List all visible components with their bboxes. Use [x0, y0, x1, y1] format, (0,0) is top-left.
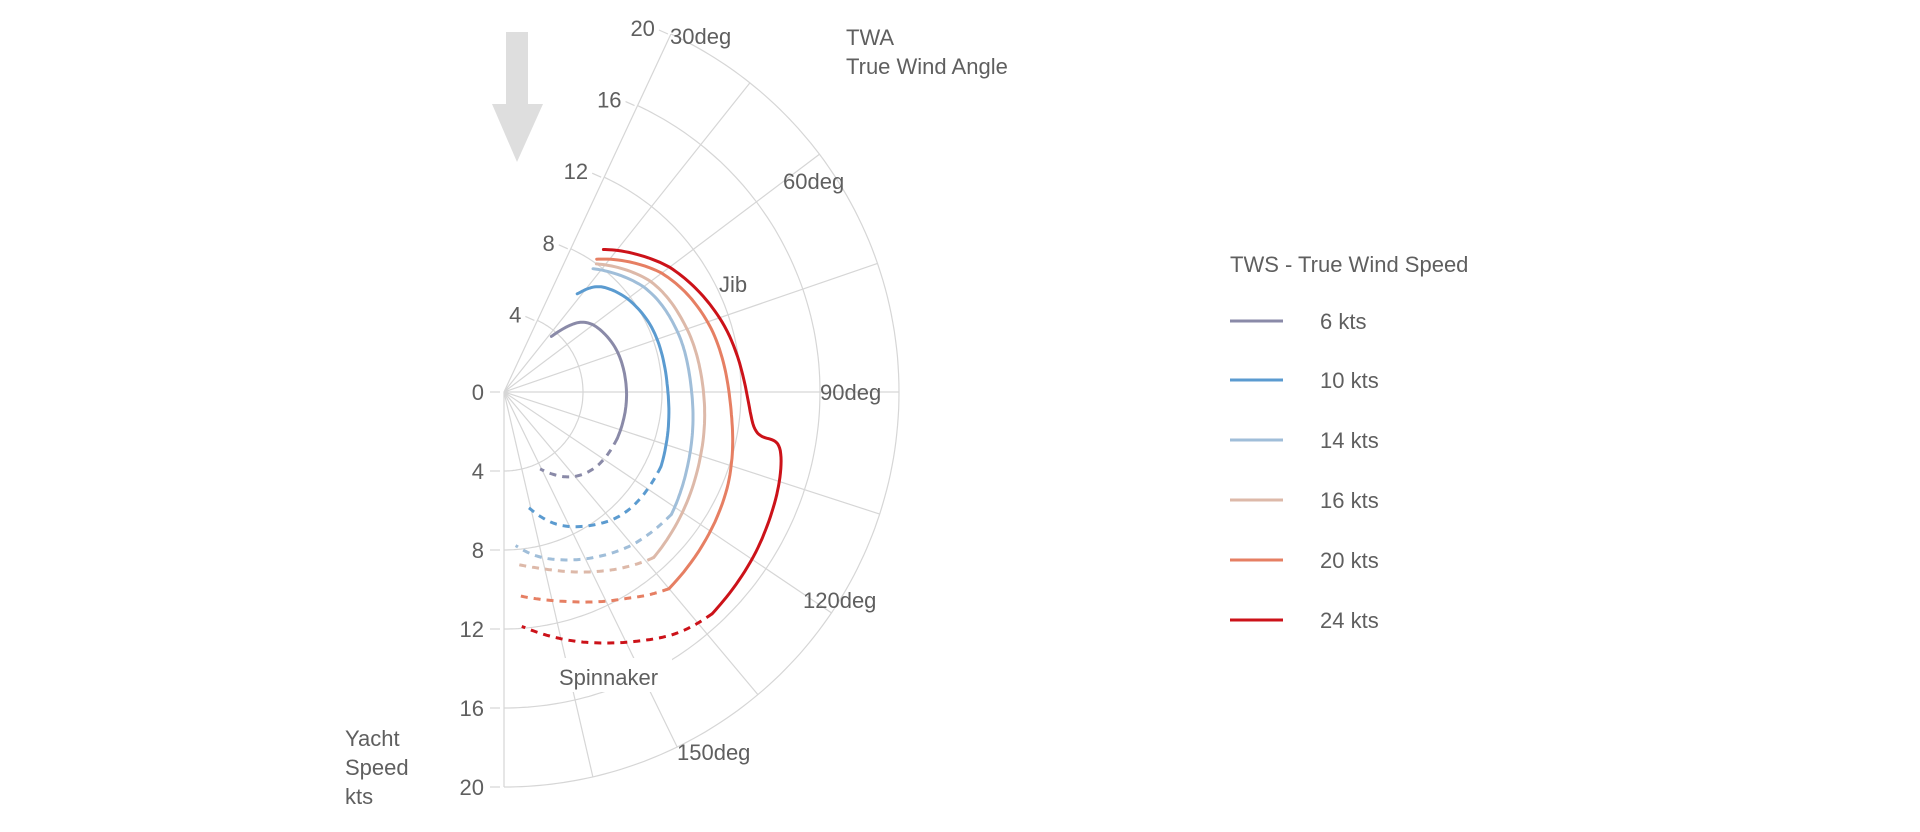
- jib-annotation: Jib: [719, 272, 747, 297]
- spoke-120: [503, 391, 832, 614]
- series-24-kts-spinnaker: [521, 612, 714, 645]
- yacht-speed-line2: Speed: [345, 755, 409, 780]
- upper-radial-tick-label: 4: [509, 302, 521, 327]
- legend-label-14-kts: 14 kts: [1320, 428, 1379, 453]
- series-20-kts-jib: [595, 257, 735, 591]
- upper-radial-tick: [591, 172, 602, 178]
- radial-tick-label: 0: [472, 380, 484, 405]
- upper-radial-tick: [658, 29, 669, 35]
- radial-tick-label: 16: [460, 696, 484, 721]
- radial-tick-label: 4: [472, 459, 484, 484]
- ring-20: [504, 33, 900, 788]
- legend-title: TWS - True Wind Speed: [1230, 252, 1468, 277]
- series-10-kts-jib: [575, 285, 671, 469]
- spoke-135: [503, 391, 759, 695]
- upper-radial-tick: [525, 315, 535, 321]
- spoke-150: [503, 391, 678, 748]
- legend-label-20-kts: 20 kts: [1320, 548, 1379, 573]
- upper-radial-tick: [625, 101, 635, 107]
- angle-label-60: 60deg: [783, 169, 844, 194]
- spoke-105: [503, 391, 880, 515]
- series-6-kts-spinnaker: [539, 437, 619, 479]
- series-14-kts-spinnaker: [514, 513, 673, 562]
- angle-label-120: 120deg: [803, 588, 876, 613]
- twa-title-line1: TWA: [846, 25, 894, 50]
- series-14-kts-jib: [591, 267, 695, 516]
- arrow-down-icon: [492, 32, 543, 162]
- spoke-165: [503, 391, 594, 778]
- upper-radial-tick-label: 16: [597, 88, 621, 113]
- series-16-kts-jib: [594, 262, 707, 559]
- series-6-kts-jib: [549, 320, 629, 440]
- series-10-kts-spinnaker: [528, 465, 663, 529]
- yacht-speed-line1: Yacht: [345, 726, 400, 751]
- yacht-speed-line3: kts: [345, 784, 373, 809]
- angle-label-150: 150deg: [677, 740, 750, 765]
- series-16-kts-spinnaker: [514, 556, 655, 574]
- upper-radial-tick-label: 12: [564, 159, 588, 184]
- legend-label-24-kts: 24 kts: [1320, 608, 1379, 633]
- spoke-45: [503, 82, 751, 393]
- series-24-kts-jib: [601, 248, 783, 616]
- spinnaker-annotation: Spinnaker: [559, 665, 658, 690]
- angle-label-90: 90deg: [820, 380, 881, 405]
- radial-tick-label: 20: [460, 775, 484, 800]
- twa-title-line2: True Wind Angle: [846, 54, 1008, 79]
- spoke-30: [503, 33, 672, 393]
- series-20-kts-spinnaker: [516, 587, 670, 604]
- radial-tick-label: 12: [460, 617, 484, 642]
- legend-label-10-kts: 10 kts: [1320, 368, 1379, 393]
- radial-tick-label: 8: [472, 538, 484, 563]
- upper-radial-tick-label: 20: [630, 16, 654, 41]
- angle-label-30: 30deg: [670, 24, 731, 49]
- upper-radial-tick: [558, 244, 569, 250]
- legend-label-16-kts: 16 kts: [1320, 488, 1379, 513]
- spoke-75: [503, 262, 878, 393]
- upper-radial-tick-label: 8: [543, 231, 555, 256]
- legend-label-6-kts: 6 kts: [1320, 309, 1366, 334]
